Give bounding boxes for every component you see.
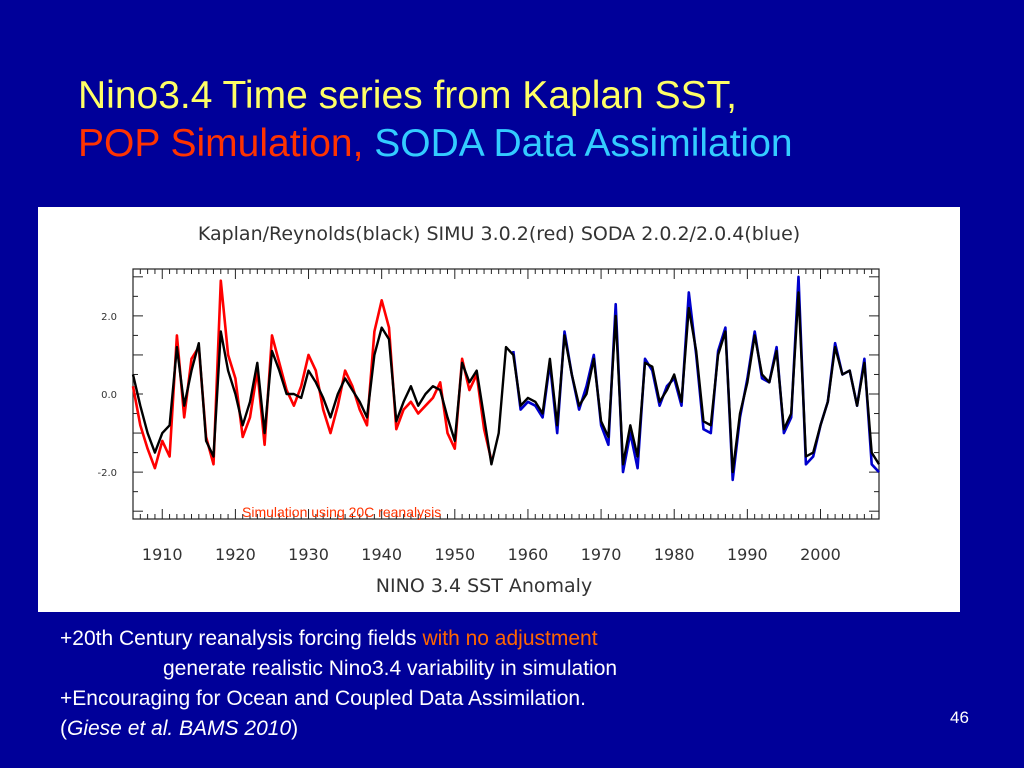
nino34-figure: Kaplan/Reynolds(black) SIMU 3.0.2(red) S… [38,207,960,612]
title-line-2: POP Simulation, SODA Data Assimilation [78,120,793,168]
body-text: +20th Century reanalysis forcing fields … [60,624,617,744]
title-line-1: Nino3.4 Time series from Kaplan SST, [78,74,737,117]
bullet-2: +Encouraging for Ocean and Coupled Data … [60,687,586,710]
x-tick-label: 1990 [727,545,768,564]
series-line-1 [512,275,880,482]
axis-ticks: 1910 1920 1930 1940 1950 1960 1970 1980 1990 2000… [97,269,880,564]
bullet-1: +20th Century reanalysis forcing fields … [60,624,617,654]
y-tick-label: 0.0 [101,390,117,401]
slide-title: Nino3.4 Time series from Kaplan SST, POP… [78,72,793,168]
x-tick-label: 1920 [215,545,256,564]
series-layer [131,275,881,482]
page-number: 46 [950,708,969,727]
x-axis-label: NINO 3.4 SST Anomaly [376,575,592,597]
title-pop-simulation: POP Simulation, [78,122,364,165]
citation-ref: Giese et al. BAMS 2010 [67,717,292,740]
citation: (Giese et al. BAMS 2010) [60,714,617,744]
x-tick-label: 1930 [288,545,329,564]
nino34-chart: Kaplan/Reynolds(black) SIMU 3.0.2(red) S… [97,223,881,597]
bullet-1-text: +20th Century reanalysis forcing fields [60,627,423,650]
chart-title: Kaplan/Reynolds(black) SIMU 3.0.2(red) S… [198,223,800,245]
y-tick-label: 2.0 [101,312,117,323]
x-tick-label: 1960 [508,545,549,564]
x-tick-label: 1970 [581,545,622,564]
title-soda-assimilation: SODA Data Assimilation [374,122,793,165]
x-tick-label: 1910 [142,545,183,564]
citation-open: ( [60,717,67,740]
bullet-1-highlight: with no adjustment [422,627,598,650]
series-line-0 [131,279,493,470]
x-tick-label: 1940 [361,545,402,564]
series-line-2 [131,291,881,474]
x-tick-label: 1980 [654,545,695,564]
y-tick-label: -2.0 [97,468,117,479]
x-tick-label: 1950 [434,545,475,564]
citation-close: ) [291,717,299,740]
bullet-1-continuation: generate realistic Nino3.4 variability i… [163,657,618,680]
x-tick-label: 2000 [800,545,841,564]
chart-annotation: Simulation using 20C reanalysis [242,504,442,520]
plot-frame [132,268,880,520]
